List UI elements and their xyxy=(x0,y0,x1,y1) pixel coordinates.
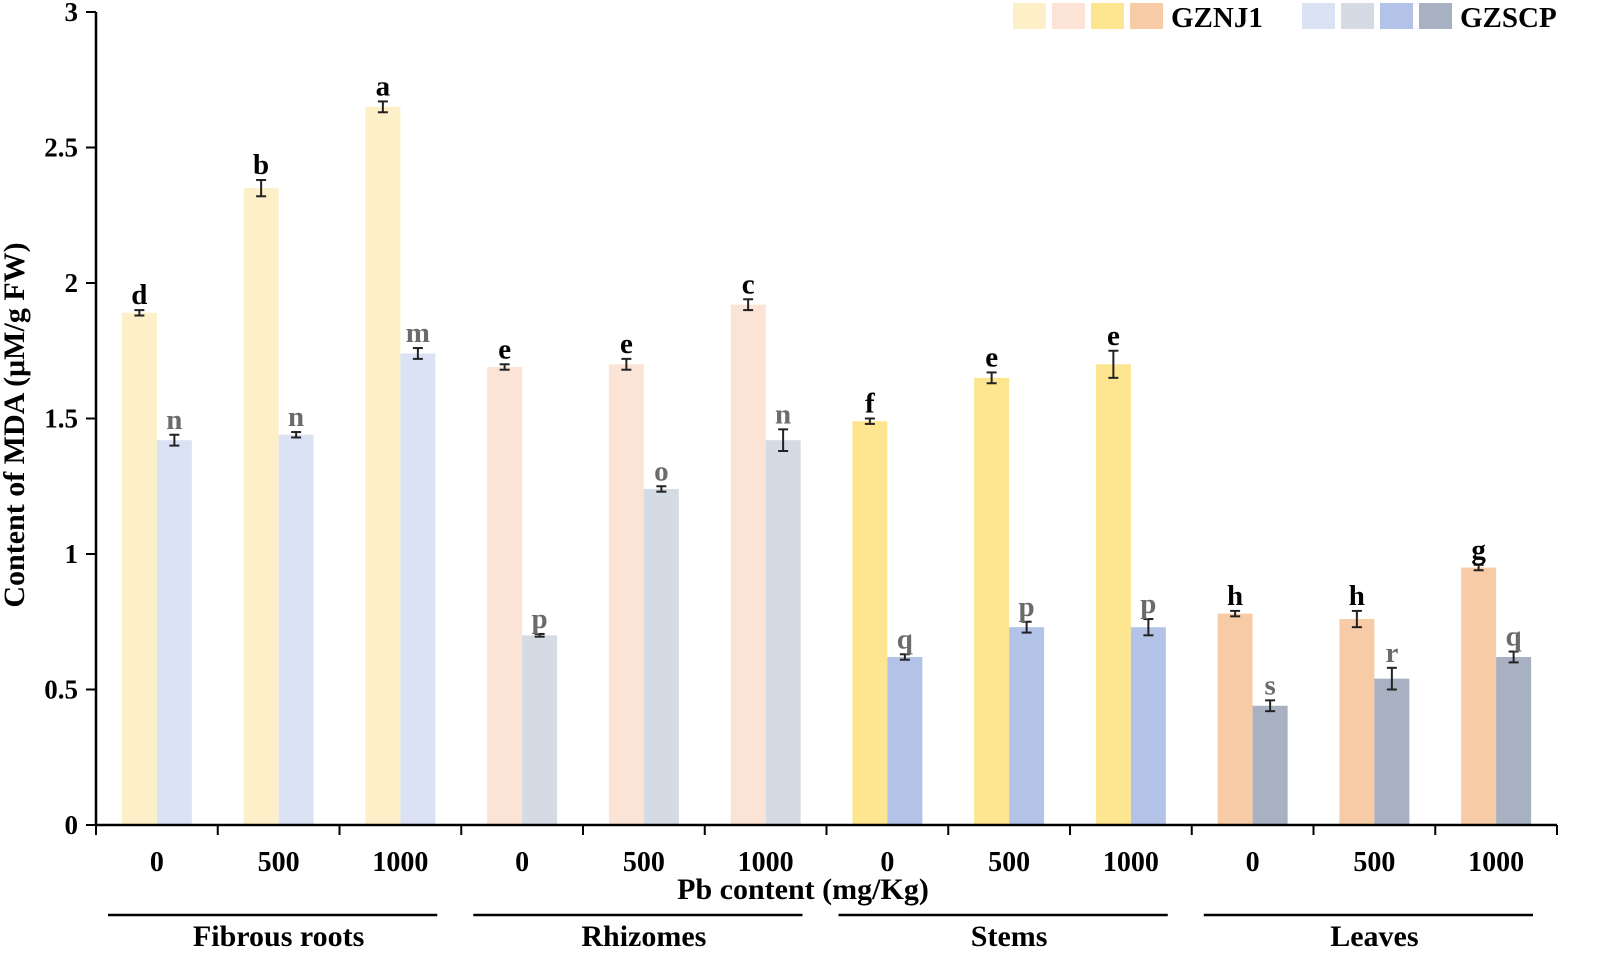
bar-gzscp xyxy=(1496,656,1532,825)
legend-swatch xyxy=(1052,3,1085,29)
bar-gznj1 xyxy=(1339,619,1375,825)
y-tick-label: 0.5 xyxy=(44,675,78,705)
x-tick-label: 0 xyxy=(1246,847,1260,878)
significance-label: n xyxy=(775,398,791,430)
y-axis-ticks: 0 0.5 1 1.5 2 2.5 3 xyxy=(44,0,96,840)
bar-gznj1 xyxy=(487,367,523,825)
significance-label: e xyxy=(985,341,998,373)
axes xyxy=(94,12,1557,827)
bar-gzscp xyxy=(400,353,436,825)
bar-gznj1 xyxy=(1461,567,1497,825)
significance-label: h xyxy=(1349,580,1365,612)
x-tick-label: 0 xyxy=(515,847,529,878)
bar-gznj1 xyxy=(852,421,888,825)
x-tick-label: 1000 xyxy=(738,847,794,878)
x-tick-label: 1000 xyxy=(372,847,428,878)
x-tick-label: 500 xyxy=(1353,847,1395,878)
x-tick-label: 1000 xyxy=(1468,847,1524,878)
significance-label: h xyxy=(1227,580,1243,612)
significance-labels: d b a e e c f e e h h g n n m p o n q p p s r q xyxy=(131,70,1521,701)
legend-swatch xyxy=(1380,3,1413,29)
y-tick-label: 2.5 xyxy=(44,133,78,163)
significance-label: e xyxy=(620,328,633,360)
significance-label: e xyxy=(1107,320,1120,352)
legend-label: GZSCP xyxy=(1460,2,1557,34)
bar-gzscp xyxy=(1374,678,1410,825)
significance-label: p xyxy=(532,603,548,635)
x-tick-label: 500 xyxy=(623,847,665,878)
significance-label: f xyxy=(865,388,875,420)
significance-label: g xyxy=(1471,534,1486,566)
bar-gznj1 xyxy=(1217,613,1253,825)
significance-label: n xyxy=(166,404,182,436)
significance-label: r xyxy=(1385,637,1398,669)
legend-swatch xyxy=(1091,3,1124,29)
significance-label: c xyxy=(742,268,755,300)
significance-label: q xyxy=(897,623,913,655)
bar-gznj1 xyxy=(608,364,644,825)
bar-gzscp xyxy=(278,434,314,825)
bar-gzscp xyxy=(522,635,558,825)
x-tick-label: 0 xyxy=(880,847,894,878)
x-tick-label: 0 xyxy=(150,847,164,878)
organ-groups: Fibrous roots Rhizomes Stems Leaves xyxy=(108,913,1533,953)
legend-label: GZNJ1 xyxy=(1171,2,1263,34)
significance-label: d xyxy=(131,279,147,311)
bar-gznj1 xyxy=(730,304,766,825)
legend-swatch xyxy=(1130,3,1163,29)
significance-label: a xyxy=(376,70,391,102)
y-axis-title: Content of MDA (μM/g FW) xyxy=(0,242,31,607)
significance-label: b xyxy=(253,149,269,181)
legend: GZNJ1 GZSCP xyxy=(1013,2,1557,34)
organ-label: Stems xyxy=(971,920,1048,953)
significance-label: p xyxy=(1140,588,1156,620)
y-tick-label: 0 xyxy=(65,810,79,840)
organ-label: Fibrous roots xyxy=(193,920,364,953)
legend-swatch xyxy=(1419,3,1452,29)
significance-label: q xyxy=(1506,621,1522,653)
y-tick-label: 2 xyxy=(65,268,79,298)
x-tick-label: 1000 xyxy=(1103,847,1159,878)
y-tick-label: 3 xyxy=(65,0,79,27)
organ-label: Leaves xyxy=(1330,920,1418,953)
legend-swatch xyxy=(1302,3,1335,29)
y-tick-label: 1 xyxy=(65,539,79,569)
bar-gzscp xyxy=(1252,705,1288,825)
significance-label: p xyxy=(1019,591,1035,623)
bar-gzscp xyxy=(765,440,801,825)
x-axis-title: Pb content (mg/Kg) xyxy=(677,873,929,906)
bar-gznj1 xyxy=(974,377,1010,825)
y-tick-label: 1.5 xyxy=(44,404,78,434)
x-tick-label: 500 xyxy=(258,847,300,878)
significance-label: o xyxy=(654,455,669,487)
bar-gznj1 xyxy=(365,106,401,826)
significance-label: n xyxy=(288,401,304,433)
bars xyxy=(121,106,1532,826)
x-tick-label: 500 xyxy=(988,847,1030,878)
bar-gzscp xyxy=(156,440,192,825)
significance-label: m xyxy=(406,317,430,349)
bar-gzscp xyxy=(1130,627,1166,825)
error-bars xyxy=(134,100,1519,713)
x-axis-ticks: 0 500 1000 0 500 1000 0 500 1000 0 500 1000 xyxy=(95,825,1558,878)
bar-gzscp xyxy=(1009,627,1045,825)
legend-swatch xyxy=(1013,3,1046,29)
bar-gznj1 xyxy=(121,312,157,825)
organ-label: Rhizomes xyxy=(581,920,706,953)
bar-gznj1 xyxy=(243,188,279,825)
legend-swatch xyxy=(1341,3,1374,29)
significance-label: e xyxy=(498,333,511,365)
significance-label: s xyxy=(1264,669,1275,701)
bar-gzscp xyxy=(643,488,679,825)
bar-gznj1 xyxy=(1095,364,1131,825)
bar-gzscp xyxy=(887,656,923,825)
